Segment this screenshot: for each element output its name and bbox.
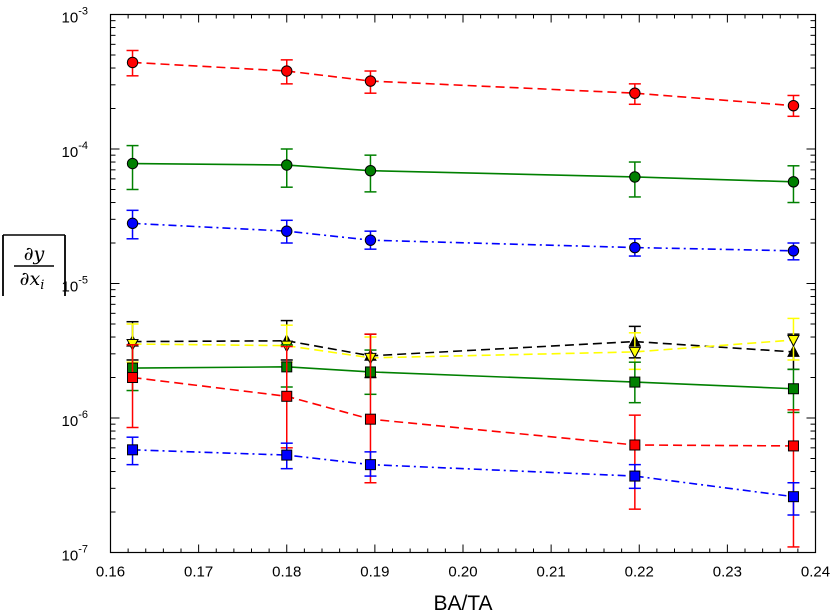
x-tick-label: 0.16	[96, 564, 125, 581]
data-point	[629, 87, 641, 99]
data-point	[364, 234, 377, 246]
y-tick-label: 10-7	[62, 544, 88, 565]
data-point	[787, 245, 800, 257]
series-4	[126, 319, 800, 379]
data-point	[629, 470, 641, 482]
data-point	[364, 164, 377, 177]
x-axis-title: BA/TA	[433, 592, 492, 613]
data-point	[628, 346, 642, 359]
series-line	[132, 366, 794, 390]
data-point	[126, 217, 139, 230]
series-7	[126, 333, 800, 548]
y-axis-title-numerator: ∂y	[24, 243, 45, 265]
y-tick-label: 10-4	[62, 140, 88, 161]
series-line	[132, 449, 794, 498]
y-tick-label: 10-6	[62, 409, 88, 430]
series-1	[126, 49, 800, 118]
data-point	[787, 176, 800, 188]
data-point	[629, 439, 641, 451]
data-point	[364, 75, 377, 87]
y-axis-title-denominator: ∂xi	[20, 268, 45, 293]
x-tick-label: 0.21	[537, 564, 566, 581]
series-8	[126, 436, 800, 516]
series-line	[132, 61, 794, 107]
data-point	[629, 171, 641, 183]
ticks-layer: 0.16 0.17 0.18 0.19 0.20 0.21 0.22 0.23 0.24 10-7…	[62, 6, 831, 581]
series-line	[132, 162, 794, 183]
x-tick-label: 0.24	[801, 564, 830, 581]
series-6	[126, 344, 800, 414]
data-point	[281, 390, 293, 402]
y-tick-label: 10-3	[62, 6, 88, 27]
x-tick-label: 0.22	[625, 564, 654, 581]
x-tick-label: 0.17	[184, 564, 213, 581]
data-point	[787, 440, 799, 452]
data-point	[127, 372, 139, 384]
data-point	[364, 459, 376, 471]
data-point	[126, 56, 139, 69]
series-5	[126, 317, 800, 376]
x-tick-label: 0.19	[360, 564, 389, 581]
x-tick-label: 0.18	[272, 564, 301, 581]
y-axis-title: ∂y ∂xi	[2, 234, 66, 296]
data-point	[787, 335, 800, 348]
data-point	[629, 241, 641, 254]
data-point	[126, 157, 139, 170]
data-point	[281, 225, 293, 237]
series-line	[132, 339, 794, 357]
data-point	[787, 491, 799, 503]
data-point	[127, 444, 139, 456]
x-tick-label: 0.23	[713, 564, 742, 581]
data-point	[629, 376, 641, 388]
data-point	[787, 99, 800, 112]
data-point	[281, 65, 293, 77]
plot-frame	[109, 13, 817, 554]
series-2	[126, 144, 800, 204]
series-line	[132, 376, 794, 447]
data-point	[787, 383, 799, 395]
series-line	[132, 339, 794, 359]
series-line	[132, 222, 794, 252]
data-point	[281, 449, 293, 461]
series-3	[126, 209, 800, 261]
data-point	[364, 413, 376, 425]
data-point	[281, 159, 293, 171]
series-layer	[126, 49, 800, 548]
x-tick-label: 0.20	[448, 564, 477, 581]
